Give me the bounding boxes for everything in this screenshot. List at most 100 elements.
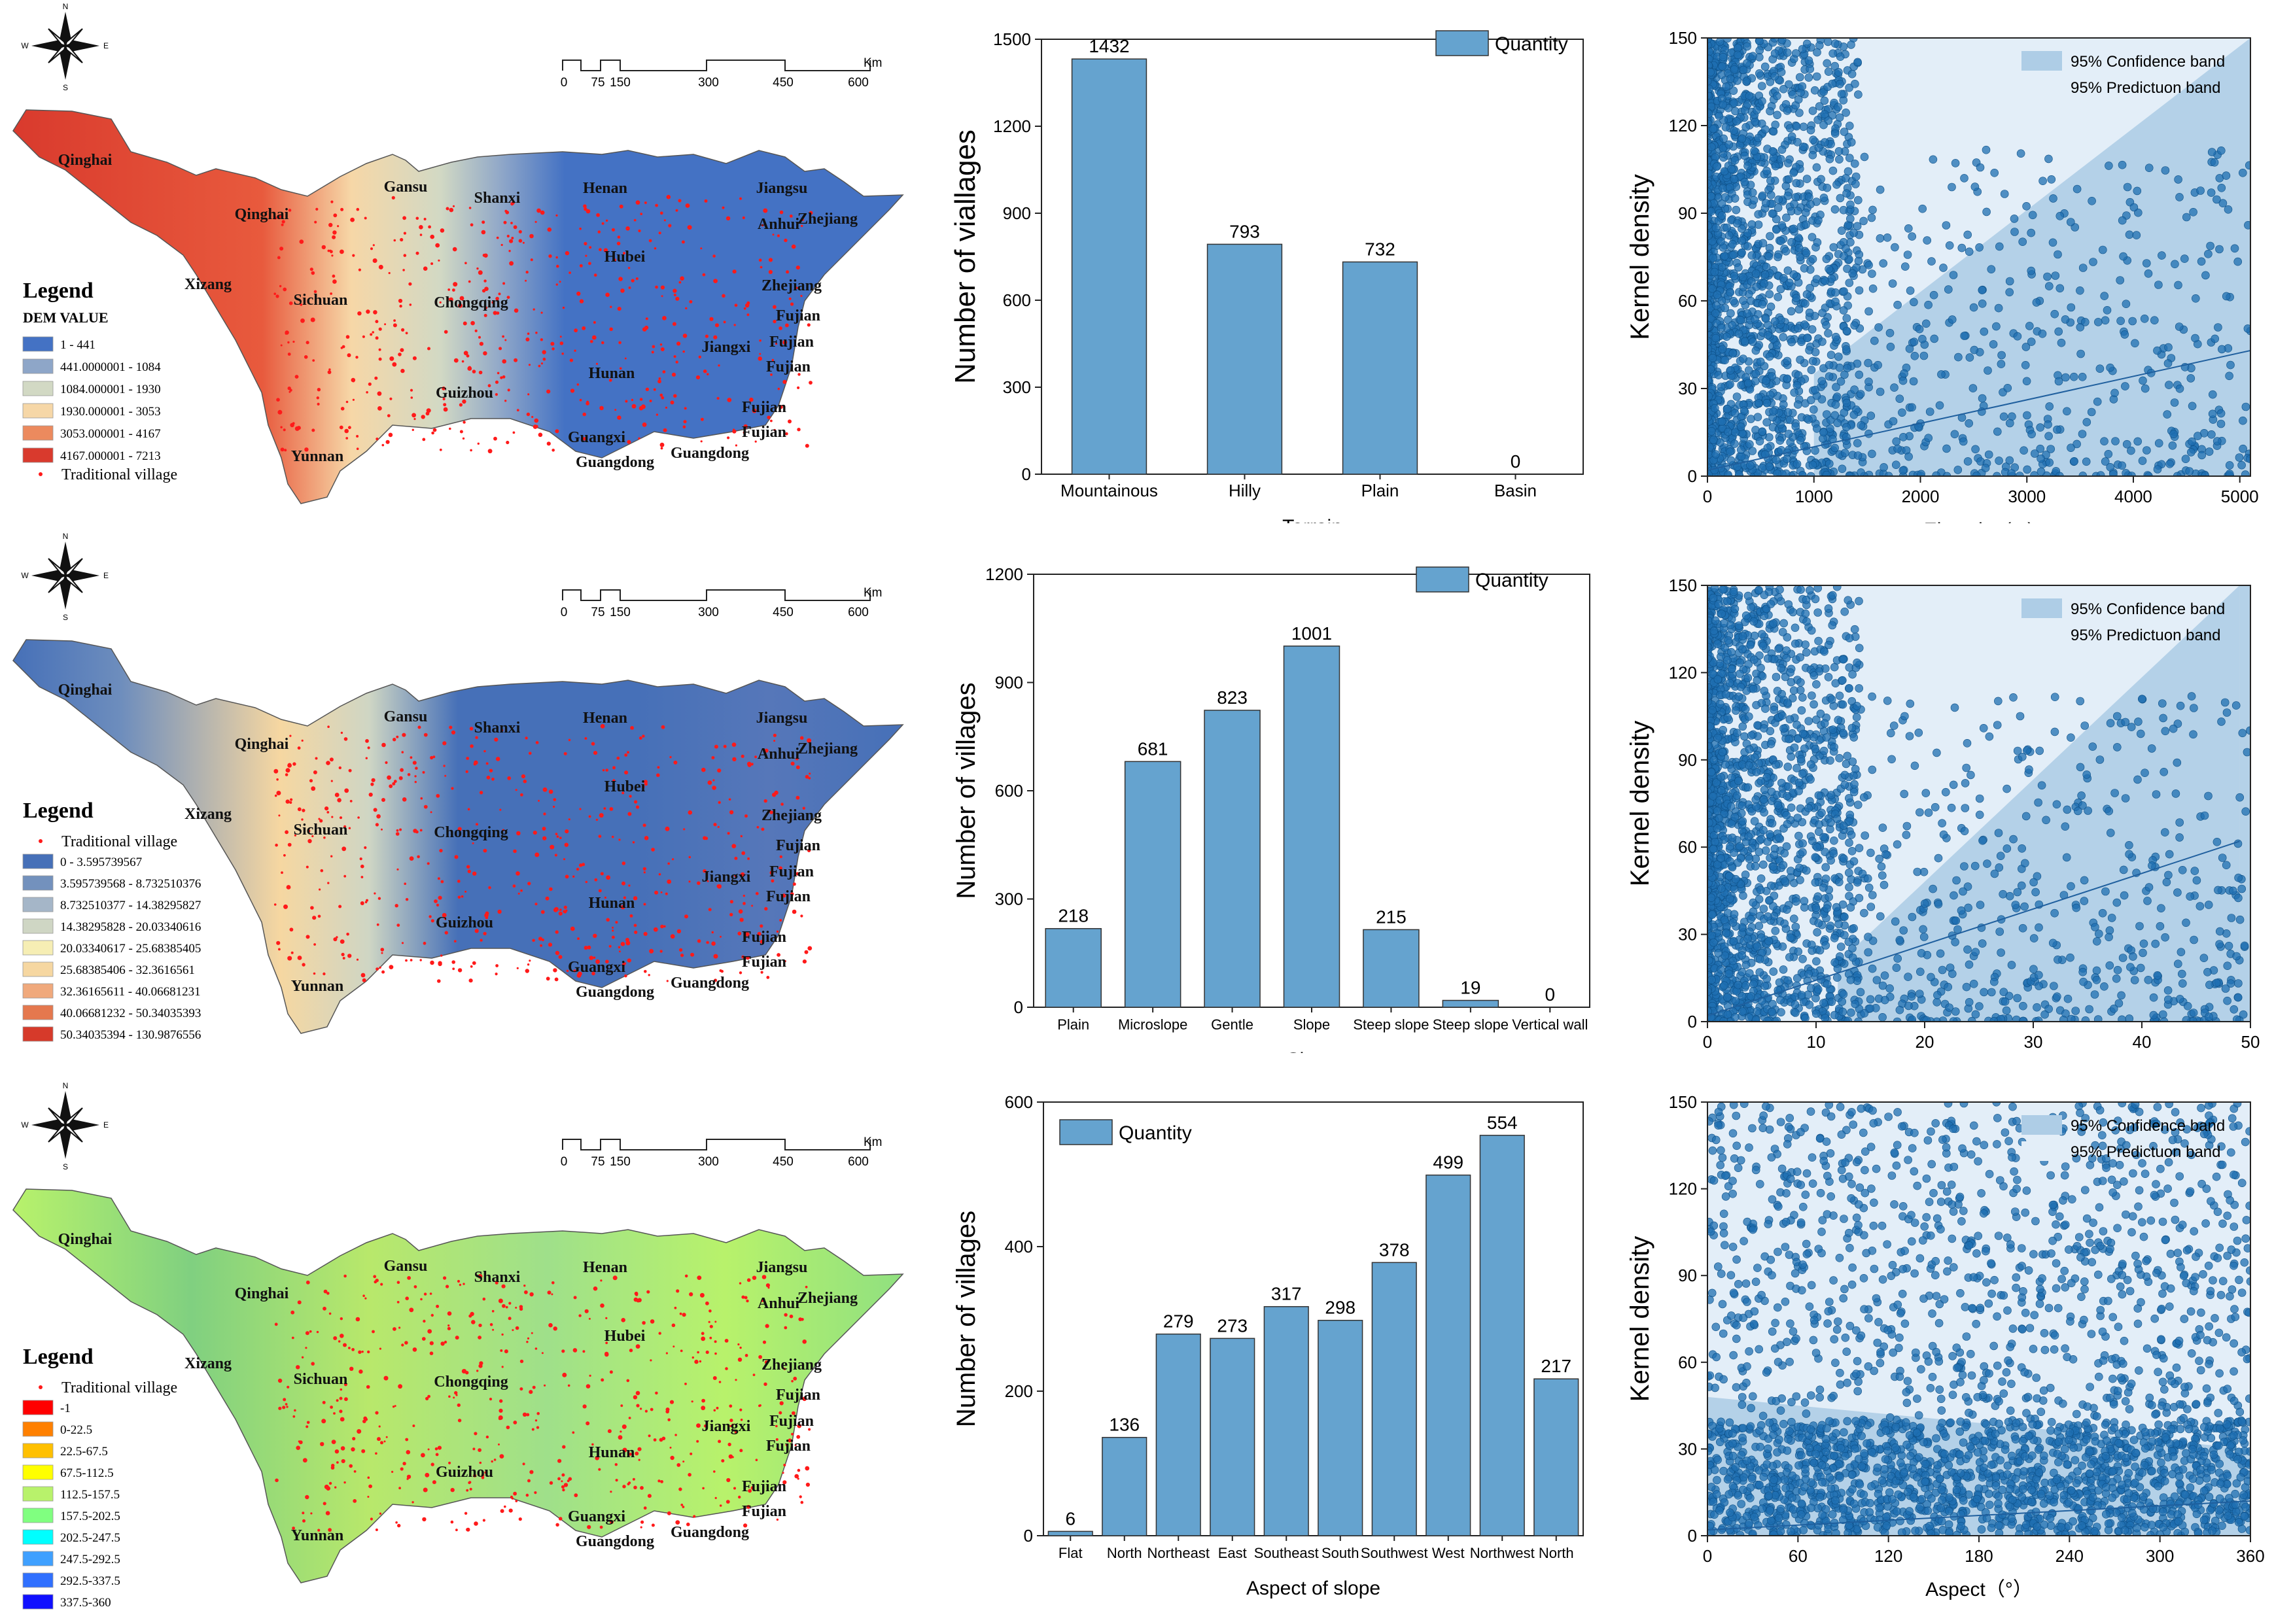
scatter-point [2003,844,2012,853]
scatter-point [1970,182,1980,191]
village-point [356,958,359,961]
village-point [751,905,754,907]
village-point [304,447,309,452]
scatter-point [2050,693,2059,701]
village-point [364,216,367,220]
compass-east-point [65,570,99,581]
village-point [771,358,775,362]
village-point [287,341,290,344]
village-point [465,770,468,773]
scatter-point [1798,82,1807,91]
village-point [443,407,448,412]
scatter-point [1983,859,1991,868]
scatter-point [1790,388,1799,397]
scatter-point [1819,194,1828,202]
scatter-point [1825,264,1833,273]
village-point [517,892,520,895]
village-point [536,208,541,213]
village-point [629,914,633,918]
village-point [746,313,750,317]
scatter-point [1760,687,1769,695]
village-point [495,757,500,761]
scatter-point [1831,288,1840,297]
village-point [401,328,405,332]
scatter-point [1787,132,1796,141]
village-point [540,944,543,947]
scatter-point [1721,193,1730,201]
scatter-point [1938,819,1946,828]
village-point [585,254,587,257]
scatter-point [2208,409,2217,419]
village-point [678,281,682,284]
village-point [400,768,404,772]
scatter-point [1820,138,1829,147]
village-point [660,891,663,893]
scatter-point [2171,260,2179,269]
village-point [660,347,665,351]
scatter-point [1712,162,1721,171]
scatter-point [1823,183,1832,192]
scatter-point [1826,424,1834,433]
scatter-point [2159,714,2167,723]
village-point [487,384,491,388]
scatter-point [1842,326,1851,336]
scatter-point [1830,39,1840,48]
scatter-point [1989,340,1998,349]
scatter-point [1758,82,1766,90]
village-point [589,956,594,960]
scatter-point [1720,252,1729,260]
legend-swatch [22,425,54,441]
village-point [395,832,400,836]
scatter-point [1785,415,1794,424]
scatter-point [1823,59,1832,68]
village-point [402,797,407,802]
scatter-point [2016,149,2025,158]
scatter-point [2118,160,2127,169]
scatter-point [2197,451,2207,460]
village-point [467,869,471,873]
village-point [342,957,345,959]
village-point [605,292,610,298]
scatter-point [1825,459,1834,468]
scatter-point [1731,428,1740,437]
village-point [617,415,621,420]
village-point [568,271,571,274]
village-point [681,240,685,244]
y-axis-label: Kernel density [1626,174,1654,339]
village-point [276,941,281,945]
village-point [281,871,283,874]
village-point [804,950,809,954]
scatter-point [2133,186,2142,196]
scatter-point [2123,182,2132,192]
village-point [483,279,487,283]
scatter-point [1960,827,1969,836]
village-point [609,327,613,332]
confidence-band [1813,38,2250,476]
scatter-point [1738,134,1747,143]
compass-east-point [65,40,99,52]
place-label: Sichuan [294,292,348,309]
village-point [773,733,777,737]
scatter-point [1724,140,1734,149]
x-tick-label: Plain [1361,481,1399,500]
village-point [389,965,394,969]
village-point [745,932,750,937]
scatter-point [2211,334,2220,343]
village-point [570,926,575,931]
village-point [756,825,760,829]
village-point [440,228,445,233]
place-labels: QinghaiQinghaiXizangSichuanGansuShanxiHe… [58,152,858,471]
scatter-point [1900,789,1909,799]
village-point [805,443,809,448]
scatter-point [1908,403,1916,412]
village-point [763,799,767,803]
village-point [522,241,525,244]
scatter-point [1730,440,1739,448]
scatter-point [2225,461,2234,470]
scatter-point [2133,437,2143,446]
scatter-point [2207,430,2216,439]
scatter-point [2093,397,2102,406]
village-point [412,761,417,765]
village-point [659,442,665,447]
